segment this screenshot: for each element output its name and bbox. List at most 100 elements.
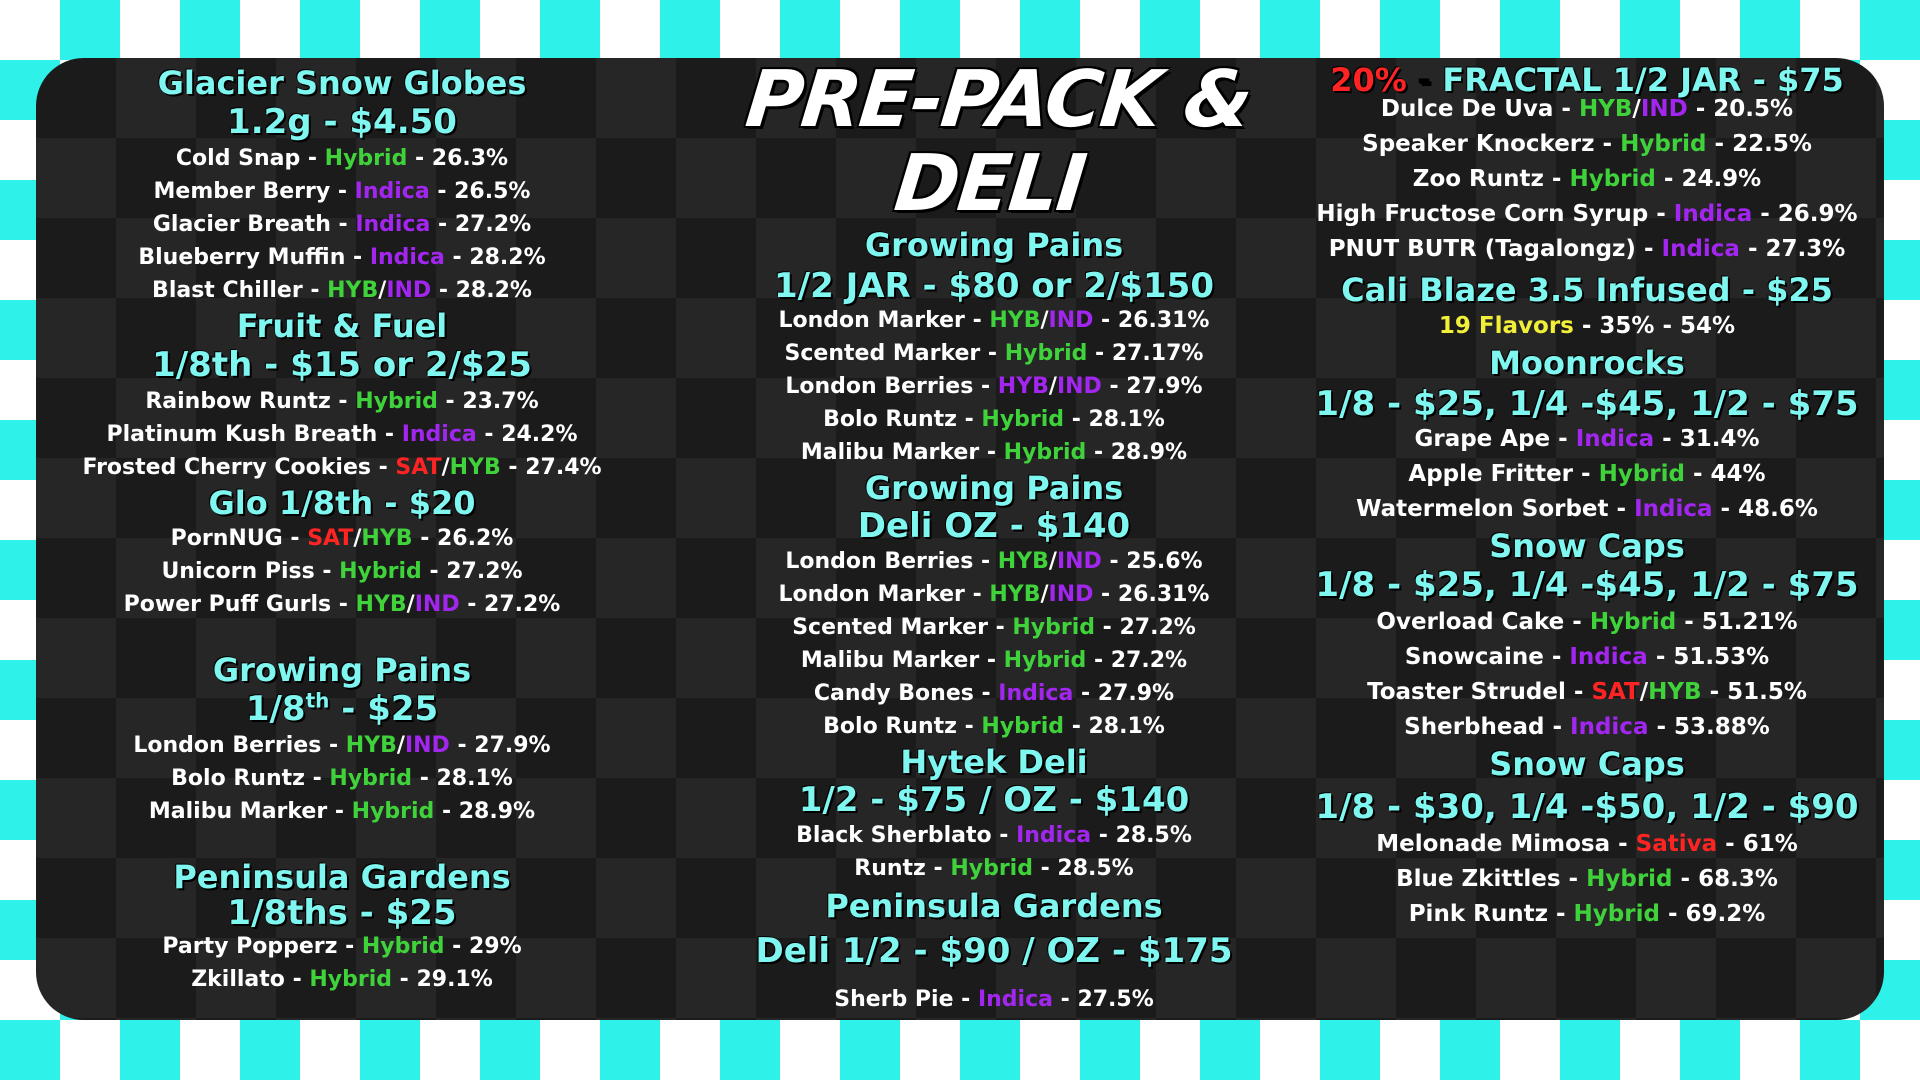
flavors-line: 19 Flavors - 35% - 54%	[1290, 309, 1884, 344]
section-heading: Peninsula Gardens	[825, 887, 1163, 925]
strain-name: Pink Runtz	[1408, 901, 1548, 927]
item-list: Melonade Mimosa - Sativa - 61% Blue Zkitt…	[1290, 827, 1884, 932]
strain-type: /	[378, 278, 387, 303]
section-heading: Hytek Deli	[900, 743, 1088, 781]
item-list: Dulce De Uva - HYB/IND - 20.5% Speaker Kn…	[1290, 92, 1884, 267]
thc-percent: 31.4%	[1679, 426, 1760, 452]
strain-type: HYB	[345, 733, 397, 758]
strain-name: Frosted Cherry Cookies	[82, 455, 371, 480]
strain-name: Cold Snap	[175, 146, 301, 171]
thc-percent: 26.9%	[1777, 201, 1858, 227]
item-list: Grape Ape - Indica - 31.4% Apple Fritter …	[1290, 422, 1884, 527]
menu-item: Member Berry - Indica - 26.5%	[153, 179, 531, 204]
menu-item: London Marker - HYB/IND - 26.31%	[778, 308, 1210, 333]
section-heading: Snow Caps	[1489, 527, 1685, 565]
strain-type: Indica	[998, 681, 1074, 706]
strain-type: Indica	[1575, 426, 1655, 452]
strain-type: Hybrid	[1004, 341, 1088, 366]
thc-percent: 25.6%	[1126, 549, 1203, 574]
menu-item: Malibu Marker - Hybrid - 28.9%	[148, 799, 536, 824]
strain-type: HYB	[997, 549, 1049, 574]
menu-item: Malibu Marker - Hybrid - 27.2%	[800, 648, 1188, 673]
strain-name: Overload Cake	[1376, 609, 1565, 635]
strain-type: Sativa	[1635, 831, 1718, 857]
thc-percent: 69.2%	[1685, 901, 1766, 927]
flavors-label: 19 Flavors	[1438, 313, 1574, 339]
strain-name: Glacier Breath	[152, 212, 331, 237]
strain-name: London Marker	[778, 308, 965, 333]
strain-type: Hybrid	[981, 407, 1065, 432]
thc-percent: 29.1%	[416, 967, 493, 992]
item-list: Black Sherblato - Indica - 28.5% Runtz - …	[694, 819, 1294, 885]
strain-type: Hybrid	[1620, 131, 1707, 157]
thc-percent: 27.2%	[1110, 648, 1188, 673]
strain-type: /	[1040, 308, 1049, 333]
price-main: 1/8	[245, 689, 306, 729]
strain-name: Zkillato	[191, 967, 285, 992]
strain-type: Indica	[1016, 823, 1092, 848]
strain-type: HYB	[327, 278, 379, 303]
menu-item: Pink Runtz - Hybrid - 69.2%	[1408, 901, 1766, 927]
menu-item: Bolo Runtz - Hybrid - 28.1%	[823, 714, 1165, 739]
strain-type: Hybrid	[351, 799, 435, 824]
menu-item: Power Puff Gurls - HYB/IND - 27.2%	[123, 592, 561, 617]
strain-name: PornNUG	[170, 526, 283, 551]
thc-percent: 68.3%	[1698, 866, 1778, 892]
middle-column: PRE-PACK & DELI Growing Pains 1/2 JAR - …	[694, 58, 1294, 1020]
thc-percent: 20.5%	[1713, 96, 1794, 122]
strain-type: IND	[404, 733, 450, 758]
section-price: 1/8 - $25, 1/4 -$45, 1/2 - $75	[1315, 384, 1859, 424]
menu-item: Snowcaine - Indica - 51.53%	[1404, 644, 1770, 670]
strain-type: IND	[1048, 582, 1094, 607]
strain-type: HYB	[989, 582, 1041, 607]
thc-percent: 28.5%	[1057, 856, 1134, 881]
strain-name: PNUT BUTR (Tagalongz)	[1328, 236, 1636, 262]
section-price: 1/2 JAR - $80 or 2/$150	[774, 266, 1214, 306]
thc-percent: 26.31%	[1117, 582, 1210, 607]
thc-percent: 26.5%	[454, 179, 531, 204]
strain-type: Indica	[354, 179, 430, 204]
strain-type: SAT	[307, 526, 354, 551]
thc-percent: 28.2%	[469, 245, 546, 270]
menu-item: Malibu Marker - Hybrid - 28.9%	[800, 440, 1188, 465]
menu-item: Candy Bones - Indica - 27.9%	[813, 681, 1175, 706]
item-list: Overload Cake - Hybrid - 51.21% Snowcaine…	[1290, 605, 1884, 745]
item-list: London Marker - HYB/IND - 26.31% Scented …	[694, 304, 1294, 469]
strain-name: Bolo Runtz	[171, 766, 305, 791]
thc-percent: 27.2%	[454, 212, 532, 237]
strain-type: Hybrid	[329, 766, 413, 791]
menu-item: PNUT BUTR (Tagalongz) - Indica - 27.3%	[1328, 236, 1846, 262]
discount-percent: 20%	[1330, 61, 1407, 99]
section-price: Deli OZ - $140	[857, 506, 1131, 546]
strain-type: HYB	[989, 308, 1041, 333]
strain-name: Snowcaine	[1404, 644, 1544, 670]
menu-item: Sherb Pie - Indica - 27.5%	[834, 987, 1154, 1012]
strain-name: Candy Bones	[813, 681, 974, 706]
section-heading: Glacier Snow Globes	[157, 64, 527, 102]
strain-type: IND	[1640, 96, 1688, 122]
strain-name: Blueberry Muffin	[138, 245, 346, 270]
thc-percent: 26.2%	[437, 526, 514, 551]
menu-item: Watermelon Sorbet - Indica - 48.6%	[1356, 496, 1818, 522]
thc-percent: 44%	[1710, 461, 1766, 487]
menu-item: London Berries - HYB/IND - 27.9%	[785, 374, 1203, 399]
strain-type: Hybrid	[361, 934, 445, 959]
strain-name: Toaster Strudel	[1367, 679, 1566, 705]
item-list: Cold Snap - Hybrid - 26.3% Member Berry -…	[36, 142, 648, 307]
strain-name: Malibu Marker	[800, 648, 980, 673]
menu-item: Blue Zkittles - Hybrid - 68.3%	[1396, 866, 1778, 892]
thc-percent: 28.9%	[1110, 440, 1188, 465]
strain-type: Hybrid	[1598, 461, 1685, 487]
thc-percent: 53.88%	[1674, 714, 1770, 740]
section-price: 1/8 - $30, 1/4 -$50, 1/2 - $90	[1315, 787, 1859, 827]
strain-type: /	[353, 526, 362, 551]
strain-type: Indica	[401, 422, 477, 447]
strain-name: Dulce De Uva	[1380, 96, 1554, 122]
menu-item: Blast Chiller - HYB/IND - 28.2%	[152, 278, 532, 303]
strain-type: IND	[386, 278, 432, 303]
strain-name: Speaker Knockerz	[1362, 131, 1595, 157]
page-title: PRE-PACK & DELI	[741, 58, 1256, 229]
strain-name: Black Sherblato	[796, 823, 992, 848]
thc-percent: 27.9%	[1126, 374, 1203, 399]
strain-type: Hybrid	[1573, 901, 1660, 927]
